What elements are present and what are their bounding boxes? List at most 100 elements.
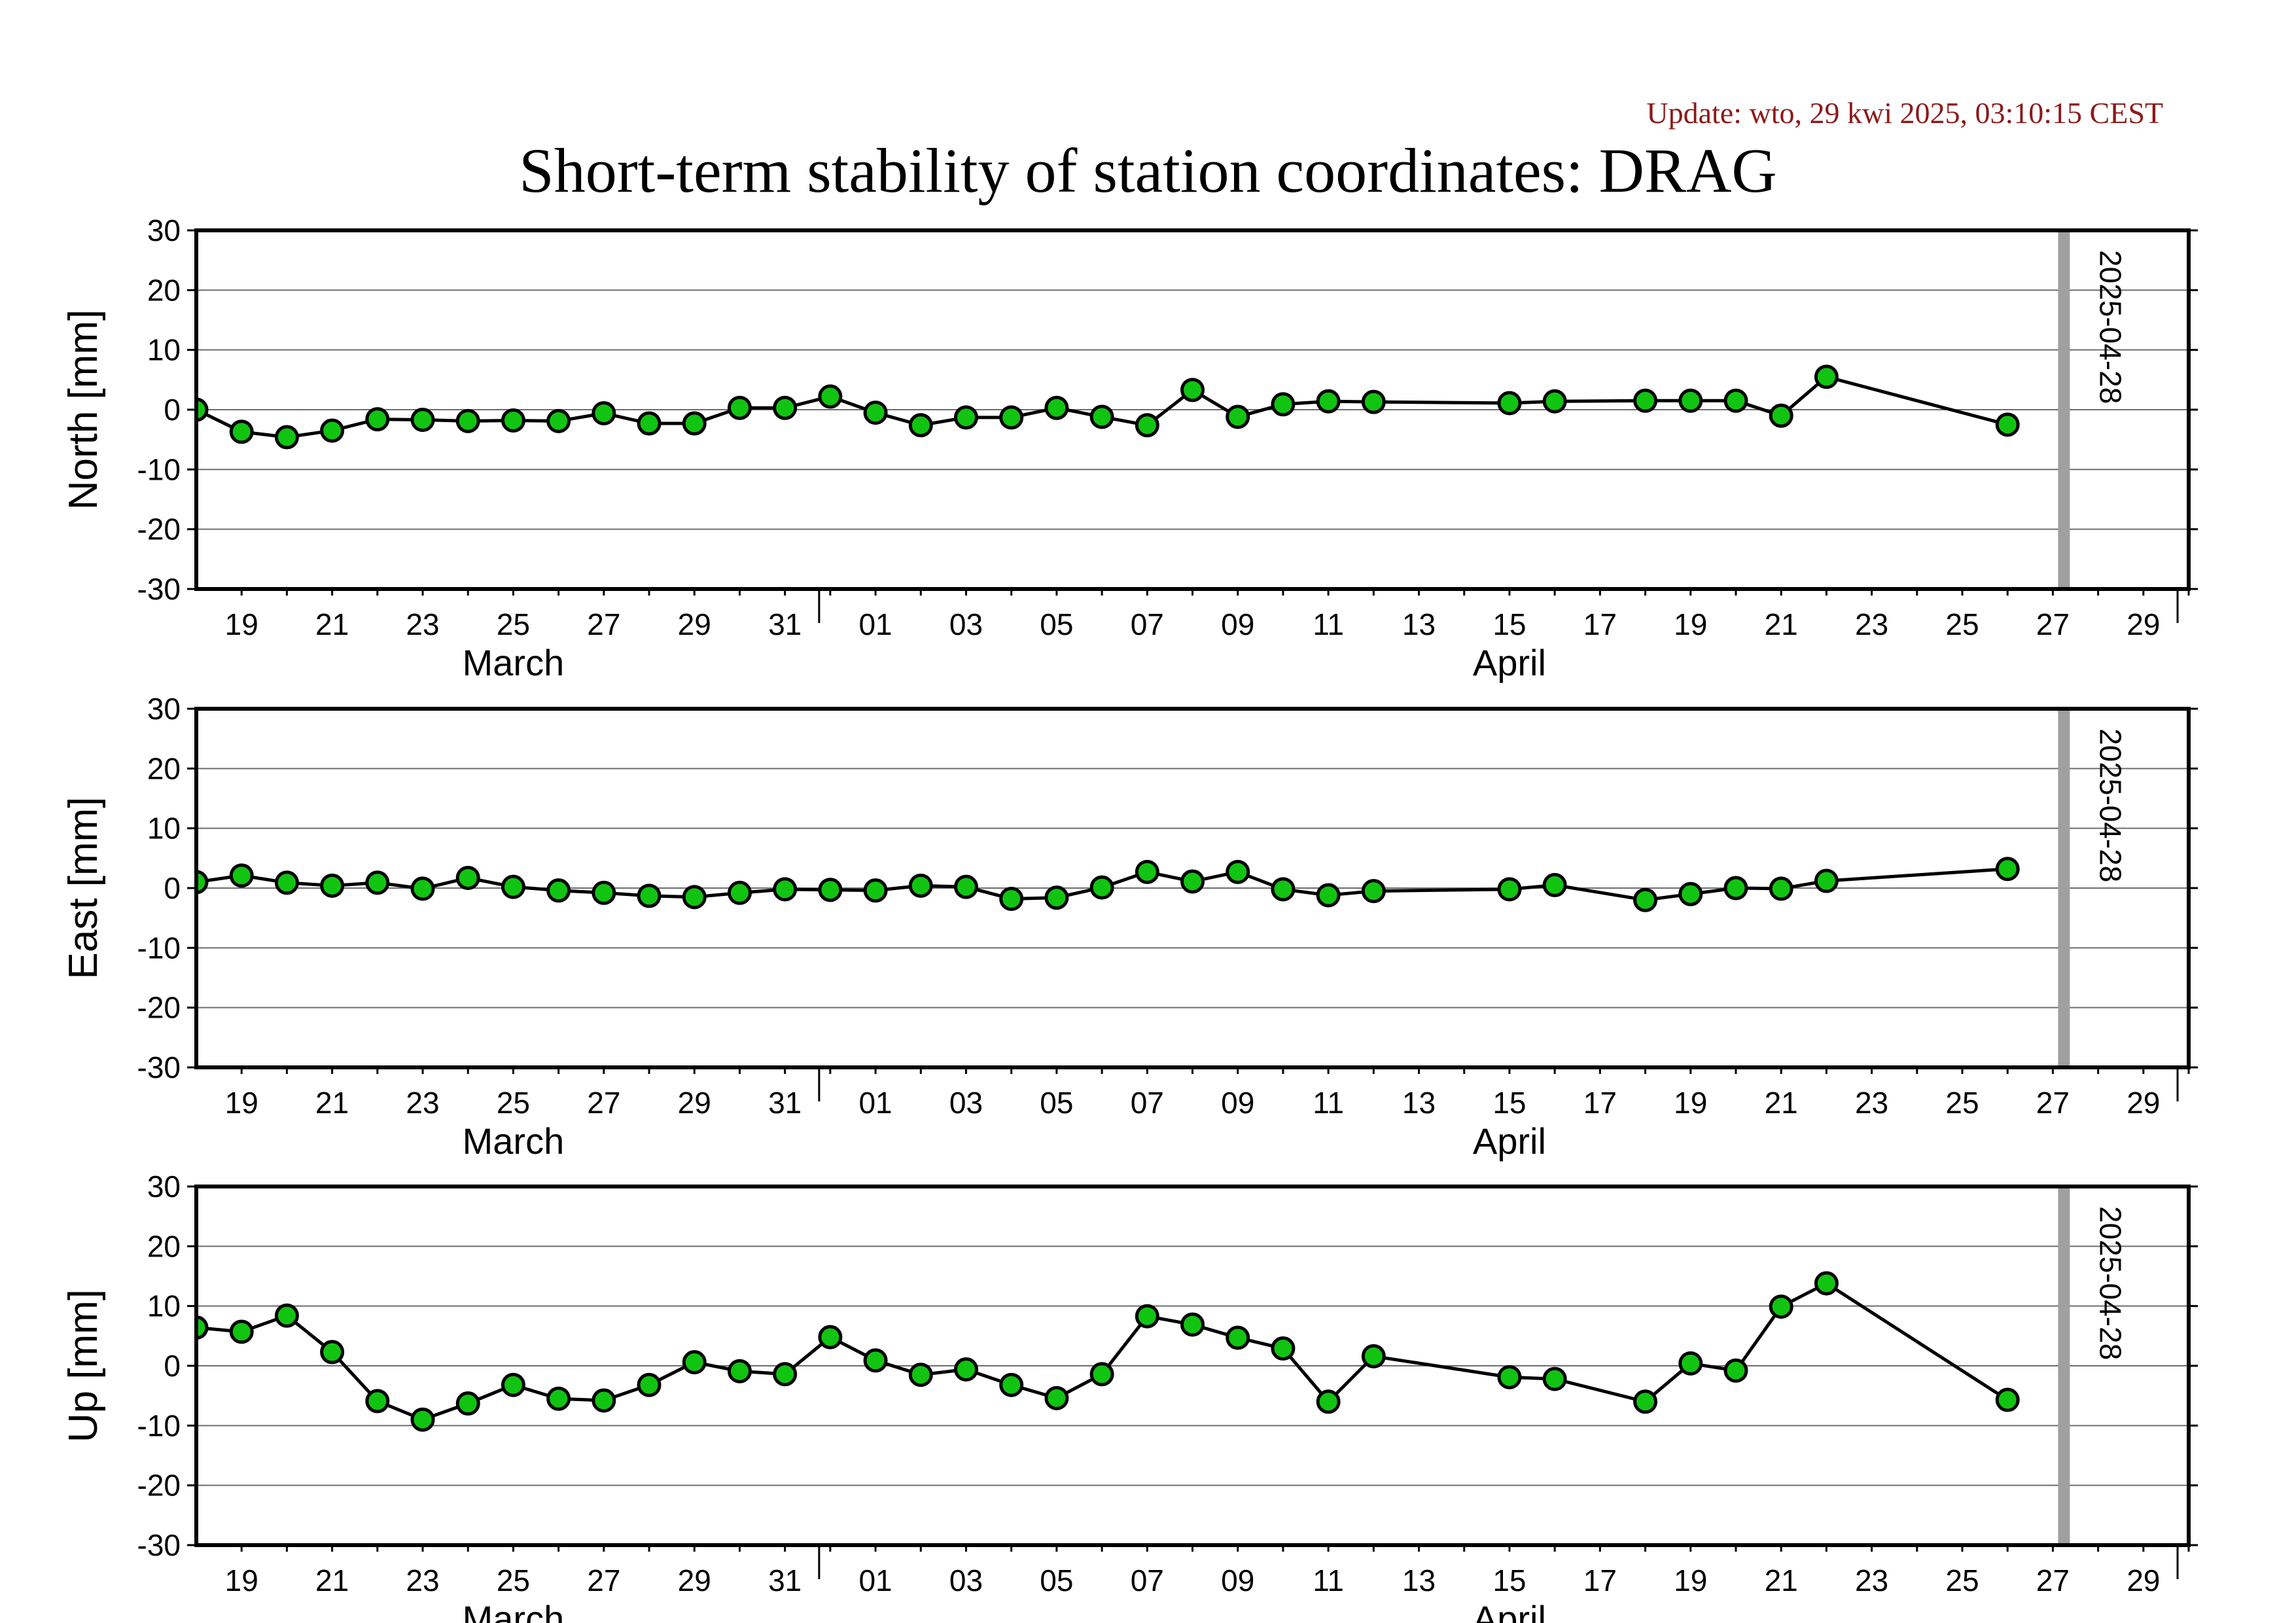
month-label: April [1473, 1120, 1546, 1162]
update-timestamp: Update: wto, 29 kwi 2025, 03:10:15 CEST [1646, 96, 2163, 130]
month-label: March [463, 1598, 565, 1623]
data-point [1316, 389, 1341, 414]
y-tick-label: -10 [137, 452, 181, 486]
data-point [1271, 1336, 1296, 1361]
data-point [1633, 388, 1658, 413]
x-tick-label: 03 [949, 1086, 983, 1120]
y-tick-label: 10 [147, 1289, 181, 1323]
series [196, 857, 2020, 912]
x-tick-label: 27 [2036, 1563, 2070, 1597]
data-point [1361, 389, 1386, 414]
data-point [682, 885, 707, 910]
y-tick-label: -30 [137, 1050, 181, 1084]
y-tick-label: -30 [137, 1528, 181, 1562]
data-point [999, 886, 1024, 911]
data-point [1226, 1325, 1250, 1350]
data-point [1723, 388, 1748, 413]
y-tick-label: 20 [147, 751, 181, 785]
data-point [682, 411, 707, 436]
data-point [196, 397, 209, 422]
x-tick-label: 29 [2127, 1563, 2160, 1597]
data-point [1135, 1304, 1159, 1329]
x-tick-label: 05 [1040, 1086, 1073, 1120]
data-point [863, 878, 888, 903]
data-point [1769, 403, 1793, 428]
data-point [1271, 877, 1296, 902]
x-tick-label: 19 [1674, 1563, 1707, 1597]
data-point [365, 1389, 390, 1414]
data-point [455, 1391, 480, 1416]
x-tick-label: 27 [587, 607, 620, 641]
data-point [773, 877, 798, 902]
data-point [1226, 404, 1250, 429]
data-point [229, 1319, 254, 1344]
x-tick-label: 19 [225, 607, 258, 641]
x-tick-label: 15 [1492, 607, 1526, 641]
x-tick-label: 23 [406, 607, 439, 641]
x-tick-label: 01 [858, 1086, 892, 1120]
x-tick-label: 29 [2127, 607, 2160, 641]
data-point [1678, 882, 1703, 906]
y-tick-label: 30 [147, 692, 181, 726]
data-point [546, 1386, 571, 1411]
chart-title: Short-term stability of station coordina… [519, 135, 1777, 205]
x-tick-label: 19 [1674, 1086, 1707, 1120]
series [196, 365, 2020, 450]
date-marker-bar [2058, 230, 2070, 589]
data-point [818, 384, 843, 409]
data-point [1497, 391, 1522, 416]
x-tick-label: 09 [1221, 1086, 1254, 1120]
x-tick-label: 05 [1040, 607, 1073, 641]
panel-3: 30 20 10 0 -10 -20 -30 Up [mm] 2025-04-28 19 21 23 2… [61, 1169, 2198, 1623]
series [196, 1271, 2020, 1432]
data-point [229, 419, 254, 444]
data-point [908, 873, 933, 898]
data-point [818, 878, 843, 902]
data-point [727, 880, 752, 905]
y-tick-label: 0 [164, 871, 181, 905]
x-tick-label: 21 [315, 1086, 349, 1120]
x-tick-label: 29 [2127, 1086, 2160, 1120]
data-point [1361, 879, 1386, 904]
data-point [637, 411, 662, 436]
x-tick-label: 21 [1765, 1086, 1798, 1120]
x-tick-label: 23 [406, 1563, 439, 1597]
data-point [365, 870, 390, 895]
x-tick-label: 13 [1402, 607, 1436, 641]
y-tick-label: 30 [147, 1169, 181, 1204]
data-point [1044, 395, 1069, 420]
data-point [1769, 1294, 1793, 1319]
data-point [1995, 1387, 2020, 1412]
x-tick-label: 25 [1945, 1563, 1979, 1597]
y-tick-label: -10 [137, 931, 181, 965]
data-point [592, 401, 616, 425]
data-point [1089, 875, 1114, 900]
y-axis-label: East [mm] [61, 796, 106, 979]
month-label: April [1473, 642, 1546, 683]
x-tick-label: 17 [1583, 1563, 1617, 1597]
month-label: April [1473, 1598, 1546, 1623]
data-point [274, 870, 299, 895]
y-tick-label: 0 [164, 1349, 181, 1383]
x-tick-label: 25 [497, 1563, 530, 1597]
data-point [1542, 389, 1567, 414]
data-point [1995, 412, 2020, 437]
x-tick-label: 19 [1674, 607, 1707, 641]
data-point [1361, 1344, 1386, 1368]
date-marker-label: 2025-04-28 [2093, 728, 2127, 882]
x-tick-label: 07 [1131, 1563, 1164, 1597]
date-marker-label: 2025-04-28 [2093, 250, 2127, 404]
x-tick-label: 19 [225, 1563, 258, 1597]
data-point [501, 408, 525, 433]
y-tick-label: -30 [137, 572, 181, 606]
data-point [1044, 1385, 1069, 1410]
data-point [501, 1372, 525, 1397]
date-marker-bar [2058, 709, 2070, 1067]
x-tick-label: 09 [1221, 607, 1254, 641]
x-tick-label: 21 [1765, 607, 1798, 641]
data-point [953, 405, 978, 430]
y-tick-label: 0 [164, 393, 181, 427]
x-tick-label: 11 [1313, 1086, 1344, 1120]
data-point [727, 1359, 752, 1383]
